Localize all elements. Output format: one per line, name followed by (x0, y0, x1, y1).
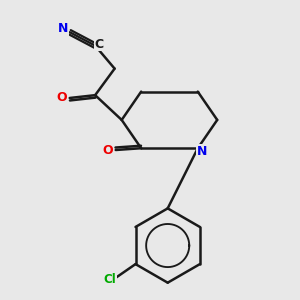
Text: N: N (58, 22, 68, 35)
Text: O: O (57, 92, 67, 104)
Text: N: N (197, 145, 207, 158)
Text: Cl: Cl (103, 273, 116, 286)
Text: C: C (95, 38, 104, 51)
Text: O: O (103, 143, 113, 157)
